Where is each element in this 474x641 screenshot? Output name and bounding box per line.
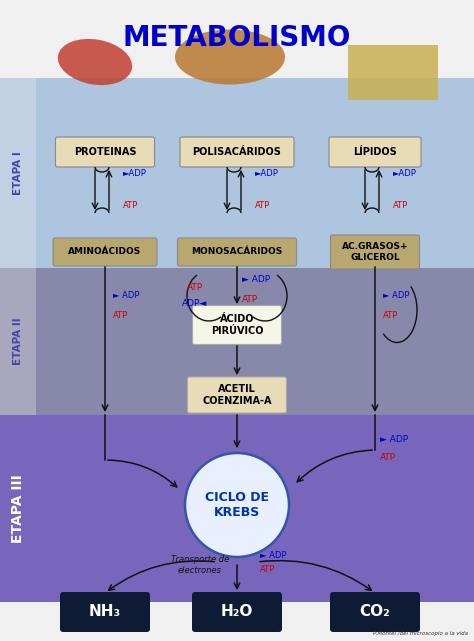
Text: ATP: ATP: [123, 201, 138, 210]
Text: AC.GRASOS+
GLICEROL: AC.GRASOS+ GLICEROL: [342, 242, 408, 262]
Text: ETAPA I: ETAPA I: [13, 151, 23, 195]
FancyBboxPatch shape: [177, 238, 297, 266]
Text: P.Montel /del microscopio a la vida: P.Montel /del microscopio a la vida: [373, 631, 468, 636]
Bar: [348, 45, 438, 100]
Text: Transporte de
electrones: Transporte de electrones: [171, 555, 229, 575]
Text: ÁCIDO
PIRÚVICO: ÁCIDO PIRÚVICO: [211, 314, 263, 336]
Text: ATP: ATP: [255, 201, 270, 210]
Text: ATP: ATP: [242, 296, 258, 304]
Text: ►ADP: ►ADP: [255, 169, 279, 178]
Text: ADP◄: ADP◄: [182, 299, 207, 308]
Text: ATP: ATP: [393, 201, 408, 210]
Text: ► ADP: ► ADP: [383, 290, 410, 299]
Text: MONOSACÁRIDOS: MONOSACÁRIDOS: [191, 247, 283, 256]
Bar: [36, 78, 474, 268]
Text: POLISACÁRIDOS: POLISACÁRIDOS: [192, 147, 282, 157]
Text: ETAPA II: ETAPA II: [13, 318, 23, 365]
Text: ACETIL
COENZIMA-A: ACETIL COENZIMA-A: [202, 384, 272, 406]
Text: ATP: ATP: [113, 310, 128, 319]
Bar: [36, 268, 474, 415]
Text: CICLO DE
KREBS: CICLO DE KREBS: [205, 491, 269, 519]
Text: ATP: ATP: [383, 310, 398, 319]
FancyBboxPatch shape: [188, 377, 286, 413]
Ellipse shape: [175, 29, 285, 85]
Text: LÍPIDOS: LÍPIDOS: [353, 147, 397, 157]
Text: ► ADP: ► ADP: [380, 435, 408, 444]
Text: ► ADP: ► ADP: [260, 551, 286, 560]
Text: H₂O: H₂O: [221, 604, 253, 619]
Text: ATP: ATP: [380, 453, 396, 462]
FancyBboxPatch shape: [329, 137, 421, 167]
FancyBboxPatch shape: [55, 137, 155, 167]
FancyBboxPatch shape: [192, 306, 282, 344]
Text: ► ADP: ► ADP: [242, 276, 270, 285]
Text: ATP: ATP: [187, 283, 203, 292]
FancyBboxPatch shape: [330, 592, 420, 632]
Ellipse shape: [58, 39, 132, 85]
Text: METABOLISMO: METABOLISMO: [123, 24, 351, 52]
Text: ATP: ATP: [260, 565, 275, 574]
FancyBboxPatch shape: [192, 592, 282, 632]
FancyBboxPatch shape: [330, 235, 419, 269]
FancyBboxPatch shape: [53, 238, 157, 266]
Text: CO₂: CO₂: [360, 604, 391, 619]
Bar: [0, 78, 36, 268]
Text: PROTEINAS: PROTEINAS: [74, 147, 136, 157]
Text: ►ADP: ►ADP: [123, 169, 147, 178]
FancyBboxPatch shape: [60, 592, 150, 632]
Text: ► ADP: ► ADP: [113, 290, 139, 299]
FancyBboxPatch shape: [180, 137, 294, 167]
Bar: [0, 268, 36, 415]
Text: ETAPA III: ETAPA III: [11, 474, 25, 543]
Text: NH₃: NH₃: [89, 604, 121, 619]
Circle shape: [185, 453, 289, 557]
Text: ►ADP: ►ADP: [393, 169, 417, 178]
Text: AMINOÁCIDOS: AMINOÁCIDOS: [68, 247, 142, 256]
Bar: [0, 415, 474, 602]
